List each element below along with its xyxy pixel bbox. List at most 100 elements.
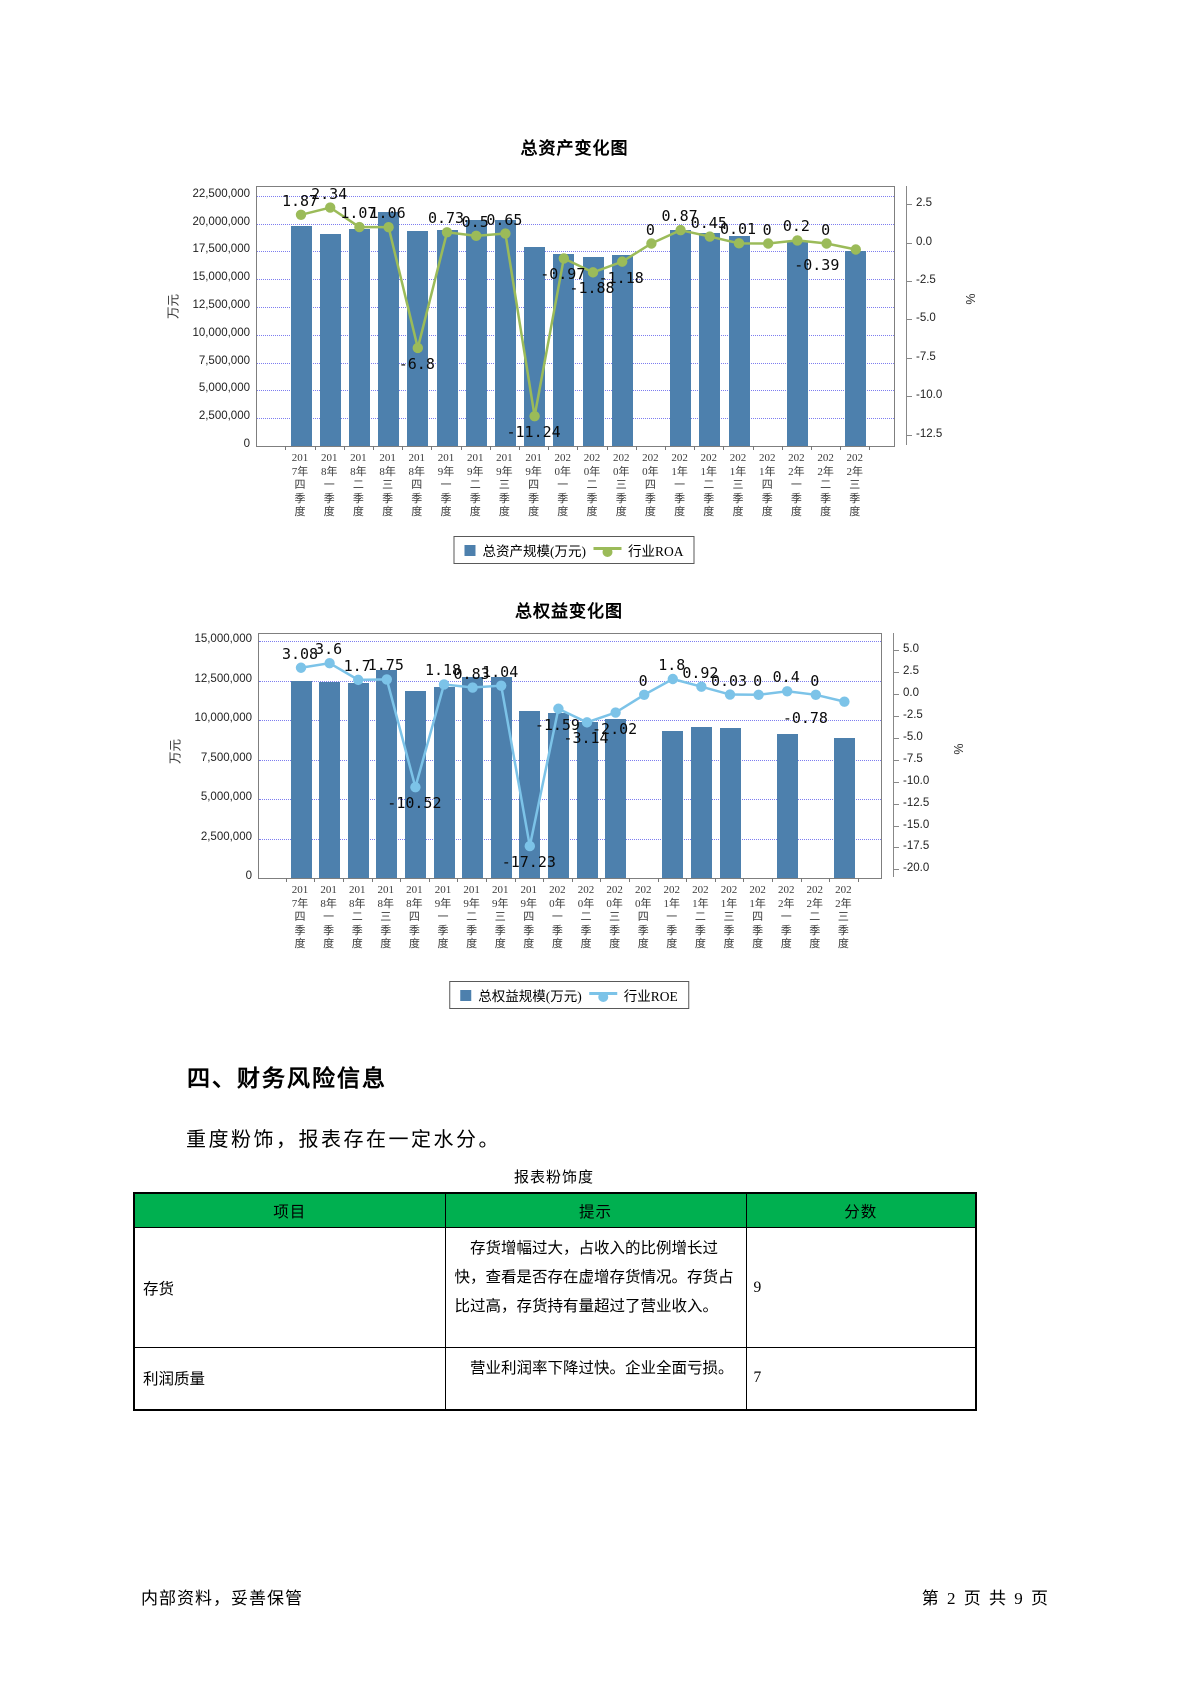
line-point bbox=[467, 682, 478, 693]
line-value-label: 0.01 bbox=[719, 220, 757, 239]
line-point bbox=[782, 686, 793, 697]
line-point bbox=[724, 689, 736, 700]
table-header-cell: 项目 bbox=[133, 1192, 446, 1228]
y-axis-tick-label: 10,000,000 bbox=[192, 326, 250, 339]
line-point bbox=[581, 717, 593, 728]
x-axis-label: 202 0年 三 季 度 bbox=[612, 452, 630, 518]
x-axis-label: 202 0年 四 季 度 bbox=[634, 884, 652, 950]
bar bbox=[290, 225, 312, 446]
line-point bbox=[353, 674, 364, 686]
bar bbox=[433, 686, 455, 878]
gridline bbox=[259, 680, 881, 682]
bar-series-label: 总资产规模(万元) bbox=[482, 544, 586, 559]
x-axis-label: 202 0年 二 季 度 bbox=[583, 452, 601, 518]
line-value-label: -17.23 bbox=[501, 853, 556, 872]
bar bbox=[553, 254, 575, 446]
line-point bbox=[553, 703, 564, 714]
line-point bbox=[558, 253, 569, 264]
x-axis-tick bbox=[371, 878, 373, 882]
right-axis-tick bbox=[906, 434, 912, 436]
right-axis-tick-label: -10.0 bbox=[916, 389, 943, 402]
bar bbox=[348, 228, 370, 446]
line-value-label: 0 bbox=[638, 671, 648, 690]
line-point bbox=[383, 222, 394, 233]
x-axis-label: 201 8年 二 季 度 bbox=[350, 452, 367, 518]
bar bbox=[524, 247, 546, 446]
right-axis-tick-label: -2.5 bbox=[916, 273, 936, 286]
bar bbox=[833, 738, 855, 878]
line-point bbox=[792, 235, 803, 246]
line-value-label: 1.07 bbox=[340, 204, 377, 223]
section-heading: 四、财务风险信息 bbox=[187, 1065, 387, 1092]
right-axis-tick bbox=[906, 204, 912, 206]
right-axis-tick bbox=[906, 280, 912, 282]
x-axis-tick bbox=[342, 878, 344, 882]
line-point bbox=[763, 238, 774, 249]
table-header-row: 项目 提示 分数 bbox=[133, 1192, 977, 1228]
bar bbox=[776, 734, 798, 878]
x-axis-label: 202 2年 二 季 度 bbox=[817, 452, 834, 518]
right-axis-tick-label: 2.5 bbox=[916, 197, 932, 210]
line-point bbox=[441, 227, 453, 238]
table-header-cell: 提示 bbox=[444, 1192, 747, 1228]
bar bbox=[494, 220, 516, 446]
x-axis-tick bbox=[635, 446, 637, 450]
bar bbox=[519, 710, 541, 878]
line-point bbox=[733, 238, 745, 249]
gridline bbox=[257, 251, 894, 253]
line-point bbox=[810, 689, 821, 700]
gridline bbox=[259, 641, 881, 643]
x-axis-label: 202 2年 一 季 度 bbox=[788, 452, 805, 518]
line-point bbox=[496, 680, 507, 691]
right-axis-tick bbox=[893, 693, 899, 695]
right-axis-tick bbox=[906, 319, 912, 321]
line-value-label: 2.34 bbox=[311, 184, 348, 203]
line-series bbox=[295, 657, 850, 852]
x-axis-label: 202 0年 四 季 度 bbox=[642, 452, 659, 518]
x-axis-tick bbox=[857, 878, 859, 882]
y-axis-tick-label: 0 bbox=[245, 870, 252, 882]
x-axis-tick bbox=[743, 878, 745, 882]
x-axis-label: 202 1年 四 季 度 bbox=[749, 884, 766, 950]
x-axis-label: 201 9年 一 季 度 bbox=[437, 452, 455, 518]
line-point bbox=[667, 673, 678, 685]
x-axis-tick bbox=[428, 878, 430, 882]
right-axis-tick bbox=[893, 869, 899, 871]
line-point bbox=[354, 221, 365, 233]
x-axis-tick bbox=[548, 446, 550, 450]
right-axis-tick bbox=[893, 847, 899, 849]
x-axis-label: 202 0年 一 季 度 bbox=[549, 884, 566, 950]
line-value-label: 1.7 bbox=[343, 656, 371, 675]
gridline bbox=[257, 279, 894, 281]
right-axis-unit-label: % bbox=[951, 743, 965, 755]
y-axis-tick-label: 7,500,000 bbox=[200, 751, 252, 764]
bar bbox=[582, 257, 604, 446]
chart-title: 总权益变化图 bbox=[515, 602, 623, 621]
line-value-label: 0.65 bbox=[486, 210, 523, 229]
bar bbox=[319, 682, 341, 878]
x-axis-tick bbox=[314, 878, 316, 882]
line-point bbox=[850, 244, 861, 255]
gridline bbox=[259, 799, 881, 801]
y-axis-tick-label: 2,500,000 bbox=[200, 830, 252, 843]
bar bbox=[576, 721, 598, 878]
y-axis-tick-label: 17,500,000 bbox=[192, 243, 250, 256]
bar bbox=[670, 230, 692, 446]
right-axis-tick bbox=[906, 396, 912, 398]
line-value-label: -0.97 bbox=[540, 265, 586, 284]
right-axis-tick-label: 5.0 bbox=[903, 642, 919, 655]
x-axis-tick bbox=[285, 446, 287, 450]
bar bbox=[376, 669, 398, 878]
x-axis-tick bbox=[543, 878, 545, 882]
x-axis-tick bbox=[489, 446, 491, 450]
line-value-label: 0 bbox=[762, 220, 772, 239]
x-axis-tick bbox=[314, 446, 316, 450]
line-value-label: -11.24 bbox=[506, 423, 561, 442]
right-axis-tick-label: -17.5 bbox=[903, 840, 930, 853]
line-value-label: -1.88 bbox=[569, 279, 615, 298]
y-axis-tick-label: 20,000,000 bbox=[192, 215, 250, 228]
line-series-label: 行业ROA bbox=[627, 544, 684, 559]
line-value-label: 0 bbox=[753, 671, 763, 690]
x-axis-tick bbox=[514, 878, 516, 882]
x-axis-tick bbox=[431, 446, 433, 450]
